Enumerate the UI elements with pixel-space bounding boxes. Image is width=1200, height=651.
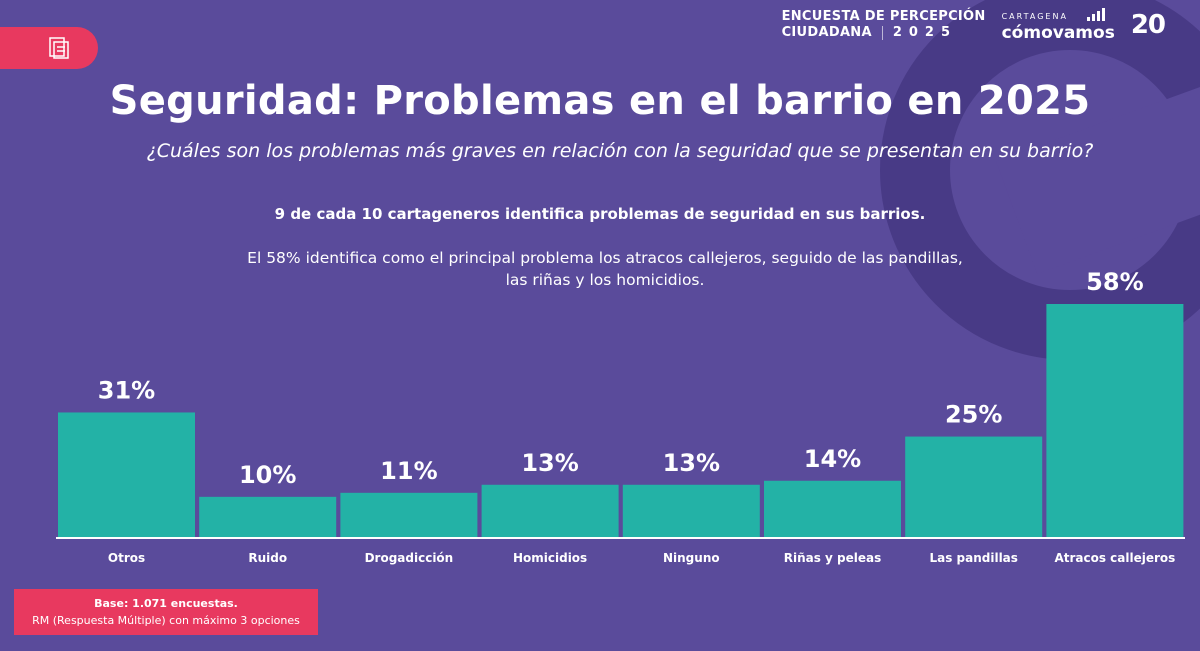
- bar-3: [481, 484, 619, 537]
- category-label: Atracos callejeros: [1054, 551, 1175, 565]
- category-label: Ruido: [248, 551, 287, 565]
- signal-bars-icon: [1087, 8, 1105, 21]
- bar-1: [199, 496, 337, 537]
- bar-value-label: 13%: [663, 449, 720, 477]
- bar-6: [905, 436, 1043, 537]
- page-subtitle: ¿Cuáles son los problemas más graves en …: [146, 140, 1094, 162]
- survey-note: Base: 1.071 encuestas. RM (Respuesta Múl…: [14, 589, 318, 635]
- bar-4: [622, 484, 760, 537]
- chart-description: El 58% identifica como el principal prob…: [247, 249, 963, 289]
- brand-name: cómovamos: [1001, 23, 1115, 43]
- bar-5: [764, 480, 901, 537]
- category-label: Drogadicción: [365, 551, 454, 565]
- category-label: Riñas y peleas: [784, 551, 882, 565]
- anniversary-logo: 20: [1130, 10, 1166, 40]
- note-rm: RM (Respuesta Múltiple) con máximo 3 opc…: [32, 614, 300, 627]
- bar-value-label: 31%: [98, 376, 155, 404]
- bar-value-label: 11%: [380, 457, 437, 485]
- survey-label: ENCUESTA DE PERCEPCIÓN CIUDADANA 2025: [782, 9, 986, 41]
- document-icon: [49, 37, 69, 59]
- bar-2: [340, 492, 478, 537]
- bar-0: [58, 412, 195, 537]
- key-finding: 9 de cada 10 cartageneros identifica pro…: [274, 205, 926, 223]
- brand-logo: CARTAGENA cómovamos: [1001, 10, 1115, 43]
- category-label: Otros: [108, 551, 145, 565]
- bar-7: [1046, 304, 1184, 537]
- brand-city: CARTAGENA: [1001, 12, 1068, 21]
- bar-value-label: 10%: [239, 461, 296, 489]
- category-label: Las pandillas: [929, 551, 1017, 565]
- security-tab[interactable]: [0, 27, 98, 69]
- page-title: Seguridad: Problemas en el barrio en 202…: [109, 78, 1091, 124]
- survey-year: 2025: [892, 25, 958, 40]
- survey-line2: CIUDADANA: [781, 25, 872, 40]
- bar-value-label: 58%: [1086, 268, 1143, 296]
- anniversary-number: 20: [1130, 10, 1166, 40]
- bar-chart: 31% Otros 10% Ruido 11% Drogadicción 13% Homici…: [56, 268, 1185, 565]
- divider: [881, 26, 883, 40]
- category-label: Ninguno: [663, 551, 720, 565]
- header-logos: ENCUESTA DE PERCEPCIÓN CIUDADANA 2025 CA…: [782, 9, 1166, 43]
- bar-value-label: 13%: [521, 449, 578, 477]
- survey-line1: ENCUESTA DE PERCEPCIÓN: [781, 9, 986, 24]
- category-label: Homicidios: [513, 551, 587, 565]
- bar-value-label: 14%: [804, 445, 861, 473]
- note-base: Base: 1.071 encuestas.: [94, 597, 238, 610]
- bar-value-label: 25%: [945, 401, 1002, 429]
